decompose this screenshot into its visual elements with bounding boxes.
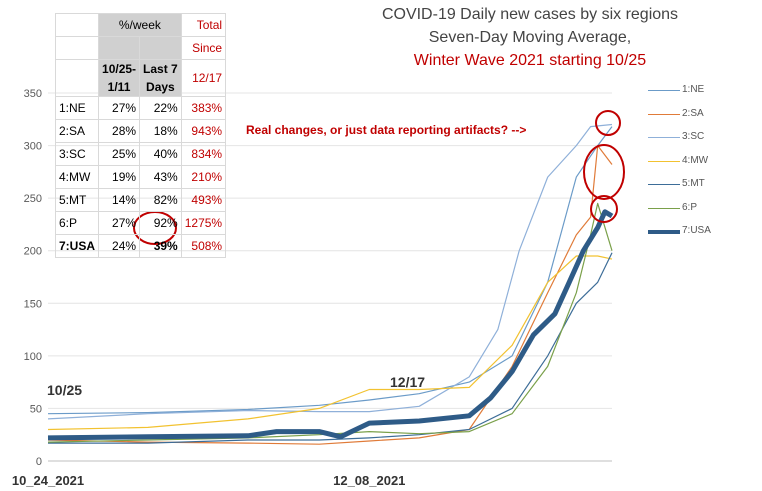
legend-label: 6:P — [682, 201, 698, 213]
legend-swatch — [648, 160, 680, 162]
y-tick-label: 150 — [24, 298, 42, 310]
header-col1-line2: 1/11 — [107, 80, 131, 94]
region-name: 3:SC — [54, 142, 100, 166]
pct-last-7-days: 92% — [139, 211, 182, 235]
region-name: 2:SA — [54, 119, 100, 143]
table-row: 5:MT 14% 82% 493% — [54, 188, 227, 212]
total-since-1217: 493% — [180, 188, 227, 212]
date-label-1217: 12/17 — [390, 374, 426, 390]
header-pct-week: %/week — [98, 13, 182, 37]
legend-label: 4:MW — [682, 154, 709, 166]
pct-since-1025: 19% — [98, 165, 141, 189]
table-row: 4:MW 19% 43% 210% — [54, 165, 227, 189]
total-since-1217: 1275% — [180, 211, 227, 235]
header-col1-line1: 10/25- — [102, 62, 137, 76]
total-since-1217: 508% — [180, 234, 227, 258]
region-name: 7:USA — [54, 234, 100, 258]
header-blank-2 — [139, 36, 182, 60]
y-tick-label: 200 — [24, 246, 42, 258]
pct-since-1025: 27% — [98, 96, 141, 120]
x-tick-label: 10_24_2021 — [12, 473, 84, 488]
growth-table: %/week Total Since 10/25- 1/11 Last 7 Da… — [54, 13, 227, 258]
table-header-row-1: %/week Total — [54, 13, 227, 37]
y-tick-label: 0 — [36, 456, 42, 468]
legend-label: 3:SC — [682, 131, 705, 142]
table-row: 6:P 27% 92% 1275% — [54, 211, 227, 235]
pct-last-7-days: 82% — [139, 188, 182, 212]
y-tick-label: 350 — [24, 88, 42, 100]
header-blank-1 — [98, 36, 141, 60]
table-header-row-2: Since — [54, 36, 227, 60]
total-since-1217: 943% — [180, 119, 227, 143]
pct-last-7-days: 22% — [139, 96, 182, 120]
legend-label: 7:USA — [682, 225, 711, 236]
y-tick-label: 50 — [30, 403, 42, 415]
chart-subtitle: Seven-Day Moving Average, — [428, 29, 632, 46]
pct-since-1025: 28% — [98, 119, 141, 143]
pct-last-7-days: 40% — [139, 142, 182, 166]
pct-last-7-days: 43% — [139, 165, 182, 189]
y-tick-label: 250 — [24, 193, 42, 205]
chart-subtitle-red: Winter Wave 2021 starting 10/25 — [413, 52, 647, 69]
highlight-circle — [595, 110, 621, 136]
total-since-1217: 834% — [180, 142, 227, 166]
y-tick-label: 300 — [24, 141, 42, 153]
header-total: Total — [180, 13, 227, 37]
header-col2-line2: Days — [146, 80, 175, 94]
pct-since-1025: 24% — [98, 234, 141, 258]
table-row: 1:NE 27% 22% 383% — [54, 96, 227, 120]
total-since-1217: 383% — [180, 96, 227, 120]
pct-last-7-days: 18% — [139, 119, 182, 143]
header-since: Since — [180, 36, 227, 60]
y-tick-label: 100 — [24, 351, 42, 363]
legend-label: 5:MT — [682, 178, 705, 189]
legend-swatch — [648, 90, 680, 91]
header-col3: 12/17 — [180, 59, 227, 97]
artifact-annotation: Real changes, or just data reporting art… — [246, 123, 527, 137]
date-label-1025: 10/25 — [47, 382, 83, 398]
legend-swatch — [648, 184, 680, 185]
highlight-circle — [583, 144, 625, 200]
legend-swatch — [648, 113, 680, 115]
table-corner — [54, 13, 100, 37]
table-row: 7:USA 24% 39% 508% — [54, 234, 227, 258]
region-name: 1:NE — [54, 96, 100, 120]
chart-title: COVID-19 Daily new cases by six regions — [381, 6, 679, 23]
series-line — [47, 123, 613, 420]
pct-since-1025: 14% — [98, 188, 141, 212]
legend-swatch — [648, 230, 680, 234]
table-row: 3:SC 25% 40% 834% — [54, 142, 227, 166]
header-col2: Last 7 Days — [139, 59, 182, 97]
region-name: 5:MT — [54, 188, 100, 212]
legend-swatch — [648, 207, 680, 209]
header-col2-line1: Last 7 — [143, 62, 178, 76]
series-line — [47, 209, 614, 441]
total-since-1217: 210% — [180, 165, 227, 189]
region-name: 6:P — [54, 211, 100, 235]
region-name: 4:MW — [54, 165, 100, 189]
table-row: 2:SA 28% 18% 943% — [54, 119, 227, 143]
table-corner-2 — [54, 36, 100, 60]
x-tick-label: 12_08_2021 — [333, 473, 405, 488]
legend-label: 1:NE — [682, 84, 705, 95]
pct-since-1025: 27% — [98, 211, 141, 235]
pct-last-7-days: 39% — [139, 234, 182, 258]
legend-swatch — [648, 137, 680, 138]
pct-since-1025: 25% — [98, 142, 141, 166]
legend-label: 2:SA — [682, 107, 704, 119]
header-col1: 10/25- 1/11 — [98, 59, 141, 97]
highlight-circle — [590, 195, 618, 223]
table-header-row-3: 10/25- 1/11 Last 7 Days 12/17 — [54, 59, 227, 97]
table-corner-3 — [54, 59, 100, 97]
